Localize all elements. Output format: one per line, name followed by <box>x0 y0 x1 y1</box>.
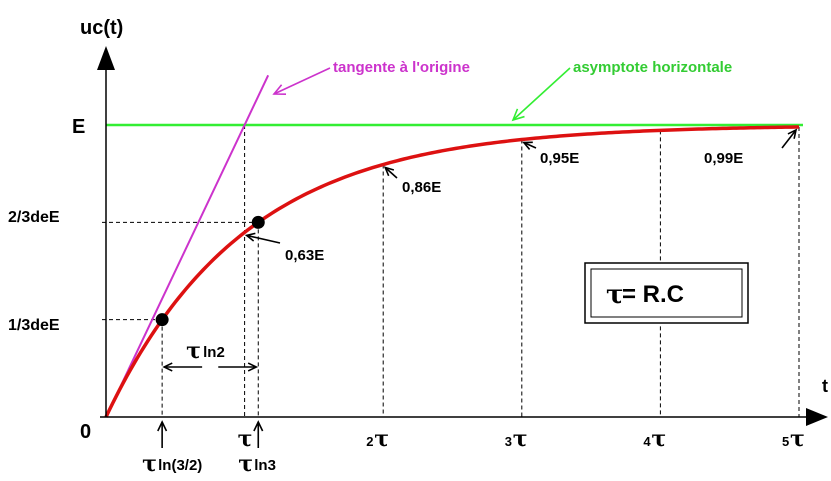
tangent-callout-arrow <box>272 67 331 95</box>
formula-box: τ = R.C <box>584 262 749 324</box>
annotation-arrow-4-head <box>787 128 798 139</box>
point-arrow-1-head <box>157 420 168 432</box>
point-label-text: ln(3/2) <box>158 457 202 474</box>
annotation-arrow-3 <box>522 141 537 150</box>
annotation-arrow-4-shaft <box>781 129 797 149</box>
asymptote-label: asymptote horizontale <box>573 59 732 76</box>
interval-arrow-right-head <box>247 362 259 372</box>
annotation-label-4: 0,99E <box>704 150 743 167</box>
interval-arrow-left <box>162 362 203 372</box>
y-axis-label: uc(t) <box>80 17 123 39</box>
asymptote-callout-arrow-shaft <box>512 67 571 121</box>
x-tick-tau: τ <box>790 426 805 452</box>
y-label-E: E <box>72 116 85 138</box>
annotation-arrow-1-head <box>244 232 256 242</box>
interval-label-tau: τ <box>186 338 201 364</box>
x-tick-multiplier: 5 <box>782 434 789 449</box>
point-label-1: τ ln(3/2) <box>142 451 202 477</box>
x-tick-tau: τ <box>513 426 528 452</box>
annotation-arrow-1-shaft <box>246 234 281 244</box>
annotation-label-3: 0,95E <box>540 150 579 167</box>
y-axis-arrowhead <box>97 46 115 70</box>
x-axis-label: t <box>822 376 828 396</box>
point-label-text: ln3 <box>254 457 276 474</box>
y-label-two-thirds: 2/3deE <box>8 209 60 226</box>
tangent-line <box>105 74 270 418</box>
point-label-2: τ ln3 <box>238 451 276 477</box>
x-tick-tau: τ <box>651 426 666 452</box>
annotation-arrow-1 <box>244 232 281 244</box>
x-tick-label-1: τ <box>238 426 253 452</box>
tangent-callout-arrow-head <box>272 84 287 95</box>
annotation-label-2: 0,86E <box>402 179 441 196</box>
point-arrow-2 <box>253 420 264 448</box>
point-arrow-2-head <box>253 420 264 432</box>
tangent-callout-arrow-shaft <box>273 67 331 95</box>
x-tick-tau: τ <box>238 426 253 452</box>
asymptote-callout-arrow <box>511 67 571 122</box>
annotation-arrow-3-head <box>522 141 533 150</box>
interval-arrow-right <box>218 362 259 372</box>
x-tick-multiplier: 3 <box>505 434 512 449</box>
annotation-arrow-2-shaft <box>384 166 398 179</box>
series-layer <box>104 74 803 418</box>
annotation-arrow-2-head <box>383 166 395 177</box>
point-marker-2 <box>251 215 265 229</box>
x-tick-multiplier: 2 <box>366 434 373 449</box>
formula-text: = R.C <box>622 281 684 308</box>
point-label-tau: τ <box>238 451 253 477</box>
x-axis-arrowhead <box>806 408 828 426</box>
interval-arrow-left-head <box>162 362 173 372</box>
charge-curve <box>104 125 800 418</box>
asymptote-callout-arrow-head <box>511 108 525 122</box>
point-arrow-1 <box>157 420 168 448</box>
tangent-label: tangente à l'origine <box>333 59 470 76</box>
axes <box>97 46 828 426</box>
formula-tau: τ <box>606 280 624 310</box>
annotation-arrow-2 <box>383 166 398 179</box>
interval-label-text: ln2 <box>203 344 225 361</box>
origin-label: 0 <box>80 421 91 443</box>
point-marker-1 <box>155 313 169 327</box>
x-tick-multiplier: 4 <box>643 434 651 449</box>
x-tick-tau: τ <box>374 426 389 452</box>
interval-label: τ ln2 <box>186 338 225 364</box>
annotation-label-1: 0,63E <box>285 247 324 264</box>
annotation-arrow-4 <box>781 128 798 149</box>
formula-box-inner <box>590 268 743 318</box>
y-label-one-third: 1/3deE <box>8 317 60 334</box>
point-label-tau: τ <box>142 451 157 477</box>
annotation-arrow-3-shaft <box>523 141 537 149</box>
